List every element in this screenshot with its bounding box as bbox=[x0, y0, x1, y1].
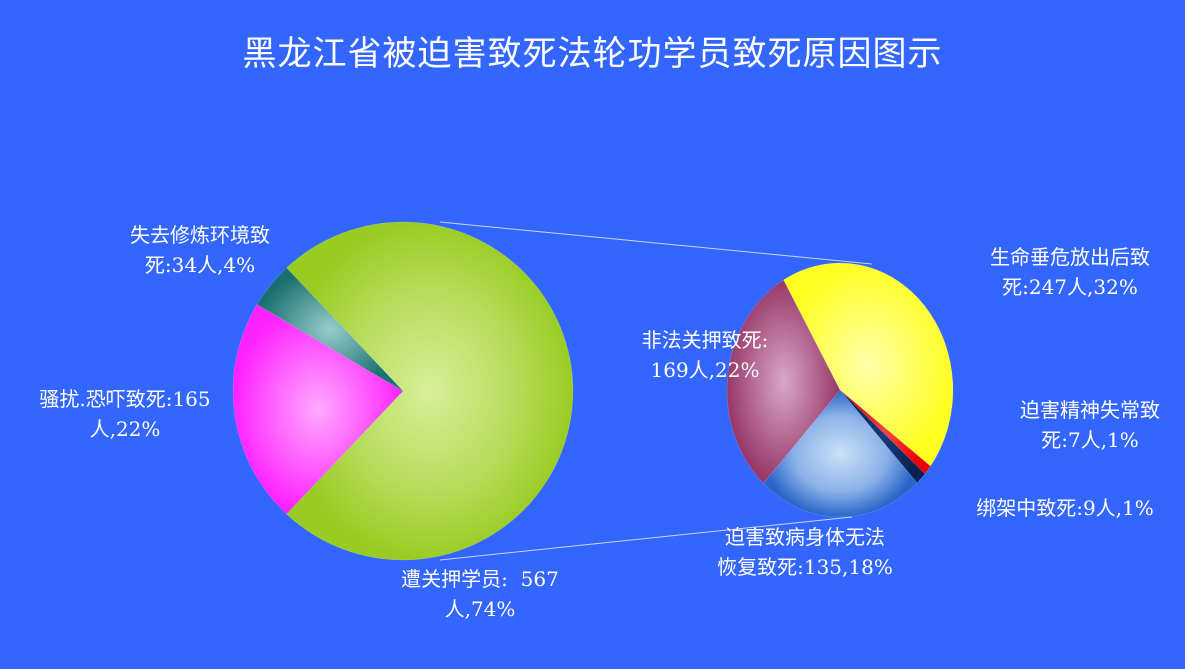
label-main-1: 骚扰.恐吓致死:165 人,22% bbox=[0, 384, 250, 444]
label-sec-3: 迫害致病身体无法 恢复致死:135,18% bbox=[690, 522, 920, 582]
connector-line-top bbox=[439, 221, 873, 265]
label-line: 生命垂危放出后致 bbox=[990, 245, 1150, 269]
label-main-0: 遭关押学员: 567 人,74% bbox=[345, 564, 615, 624]
label-sec-4: 非法关押致死: 169人,22% bbox=[600, 325, 810, 385]
label-sec-2: 绑架中致死:9人,1% bbox=[940, 493, 1185, 523]
secondary-pie-slice-2 bbox=[839, 389, 926, 484]
secondary-pie-slice-3 bbox=[763, 389, 918, 518]
label-line: 人,22% bbox=[89, 417, 161, 441]
label-line: 骚扰.恐吓致死:165 bbox=[39, 387, 211, 411]
main-pie-slice-0 bbox=[286, 221, 574, 561]
secondary-pie-slice-0 bbox=[783, 262, 954, 467]
label-line: 死:34人,4% bbox=[144, 253, 256, 277]
label-sec-0: 生命垂危放出后致 死:247人,32% bbox=[950, 242, 1185, 302]
secondary-pie-slice-4 bbox=[726, 279, 841, 484]
label-line: 169人,22% bbox=[650, 358, 760, 382]
label-line: 迫害精神失常致 bbox=[1020, 398, 1160, 422]
secondary-pie-slice-1 bbox=[839, 389, 931, 475]
label-line: 死:7人,1% bbox=[1041, 428, 1139, 452]
label-sec-1: 迫害精神失常致 死:7人,1% bbox=[985, 395, 1185, 455]
chart-title: 黑龙江省被迫害致死法轮功学员致死原因图示 bbox=[242, 34, 943, 74]
label-line: 失去修炼环境致 bbox=[130, 223, 270, 247]
label-line: 人,74% bbox=[444, 597, 516, 621]
connector-line-bottom bbox=[439, 516, 853, 561]
main-pie-slice-1 bbox=[232, 304, 404, 515]
label-line: 绑架中致死:9人,1% bbox=[976, 496, 1154, 520]
label-main-2: 失去修炼环境致 死:34人,4% bbox=[70, 220, 330, 280]
label-line: 遭关押学员: 567 bbox=[401, 567, 559, 591]
label-line: 恢复致死:135,18% bbox=[717, 555, 893, 579]
main-pie-slice-2 bbox=[256, 267, 404, 392]
label-line: 死:247人,32% bbox=[1002, 275, 1138, 299]
label-line: 非法关押致死: bbox=[641, 328, 769, 352]
label-line: 迫害致病身体无法 bbox=[725, 525, 885, 549]
